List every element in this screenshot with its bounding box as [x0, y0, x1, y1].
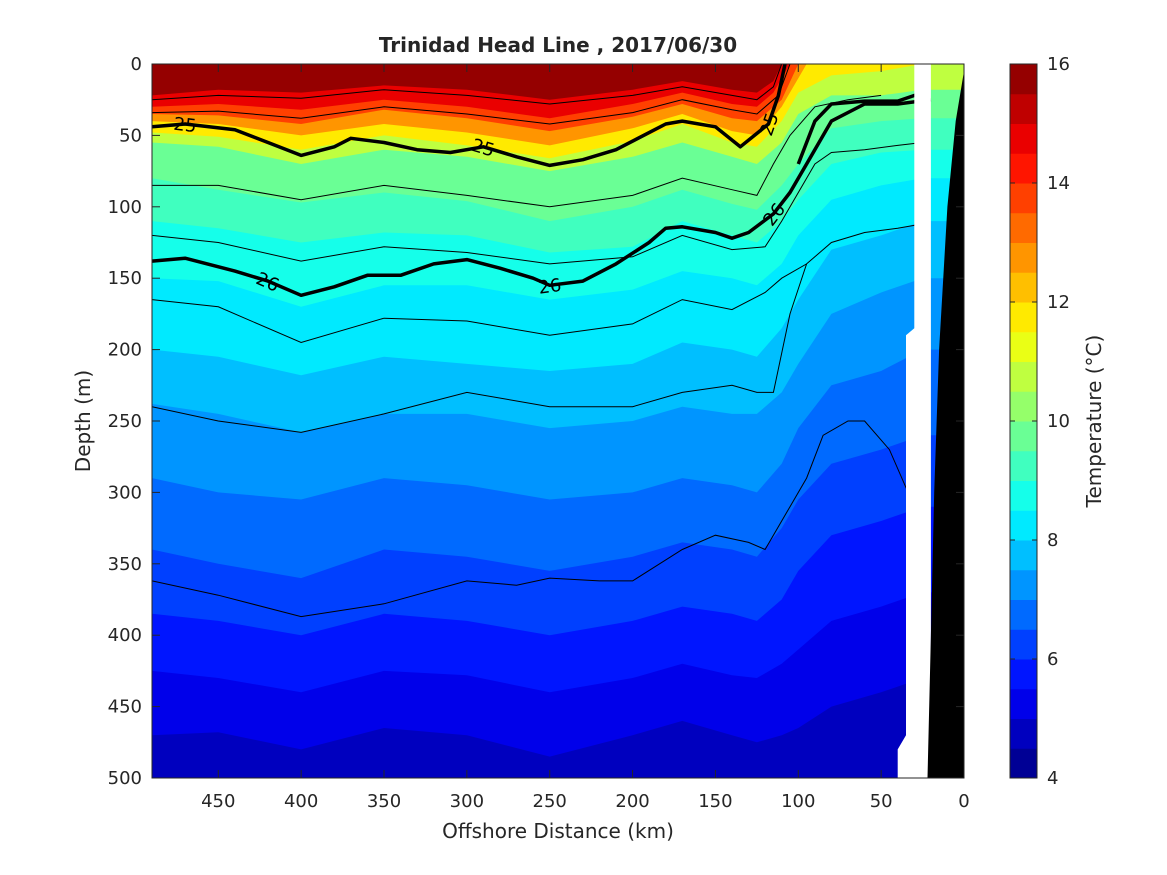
y-tick-label: 150: [108, 268, 142, 289]
x-tick-label: 100: [781, 791, 815, 812]
y-tick-label: 250: [108, 411, 142, 432]
x-tick-label: 350: [367, 791, 401, 812]
labeled-contour-line: [796, 90, 924, 165]
x-tick-label: 300: [450, 791, 484, 812]
colorbar-band: [1010, 510, 1037, 541]
white-gap: [897, 64, 931, 778]
colorbar-band: [1010, 569, 1037, 600]
x-tick-label: 200: [615, 791, 649, 812]
y-tick-label: 0: [131, 54, 142, 75]
colorbar-ticks: 4 6 8 10 12 14 16: [1010, 54, 1070, 789]
colorbar-tick-label: 8: [1047, 530, 1058, 551]
colorbar-band: [1010, 93, 1037, 124]
y-tick-label: 450: [108, 697, 142, 718]
x-tick-label: 50: [870, 791, 893, 812]
colorbar-band: [1010, 331, 1037, 362]
x-tick-label: 0: [958, 791, 969, 812]
x-tick-label: 250: [533, 791, 567, 812]
colorbar-band: [1010, 123, 1037, 154]
y-tick-label: 500: [108, 768, 142, 789]
colorbar-tick-label: 10: [1047, 411, 1070, 432]
colorbar-label: Temperature (°C): [1082, 335, 1106, 509]
thin-contour-line: [152, 94, 882, 208]
contour-label: 26: [537, 275, 562, 299]
thin-contour-line: [152, 64, 791, 125]
x-axis-ticks: 450 400 350 300 250 200 150 100 50 0: [201, 64, 970, 812]
colorbar-tick-label: 16: [1047, 54, 1070, 75]
x-tick-label: 150: [698, 791, 732, 812]
x-tick-label: 450: [201, 791, 235, 812]
y-tick-label: 50: [119, 125, 142, 146]
x-tick-label: 400: [284, 791, 318, 812]
thin-contour-line: [152, 64, 783, 105]
temperature-band: [152, 592, 964, 778]
temperature-band: [152, 678, 964, 778]
y-tick-label: 100: [108, 197, 142, 218]
temperature-fills: [152, 64, 964, 778]
colorbar-band: [1010, 421, 1037, 452]
colorbar-band: [1010, 688, 1037, 719]
y-tick-label: 300: [108, 482, 142, 503]
colorbar-band: [1010, 629, 1037, 660]
chart-title: Trinidad Head Line , 2017/06/30: [379, 33, 737, 57]
y-axis-ticks: 0 50 100 150 200 250 300 350 400 450 500: [108, 54, 964, 789]
colorbar-band: [1010, 272, 1037, 303]
seafloor-land: [927, 71, 964, 778]
colorbar-band: [1010, 480, 1037, 511]
thin-contour-line: [152, 223, 923, 344]
colorbar-band: [1010, 450, 1037, 481]
colorbar-band: [1010, 391, 1037, 422]
colorbar: [1009, 63, 1038, 779]
y-tick-label: 400: [108, 625, 142, 646]
colorbar-band: [1010, 153, 1037, 184]
colorbar-tick-label: 6: [1047, 649, 1058, 670]
contour-label: 25: [172, 114, 197, 137]
colorbar-band: [1010, 361, 1037, 392]
colorbar-band: [1010, 64, 1037, 95]
y-tick-label: 350: [108, 554, 142, 575]
colorbar-band: [1010, 242, 1037, 273]
thin-contour-line: [152, 263, 808, 433]
colorbar-tick-label: 12: [1047, 292, 1070, 313]
labeled-contour-line: [152, 97, 932, 298]
colorbar-band: [1010, 302, 1037, 333]
labeled-contour-line: [152, 64, 787, 168]
colorbar-band: [1010, 183, 1037, 214]
x-axis-label: Offshore Distance (km): [442, 819, 674, 843]
colorbar-band: [1010, 718, 1037, 749]
colorbar-band: [1010, 659, 1037, 690]
bottom-land: [897, 64, 964, 778]
colorbar-tick-label: 4: [1047, 768, 1058, 789]
colorbar-band: [1010, 748, 1037, 779]
colorbar-tick-label: 14: [1047, 173, 1070, 194]
colorbar-band: [1010, 599, 1037, 630]
y-axis-label: Depth (m): [71, 370, 95, 472]
thin-contour-line: [152, 142, 923, 265]
thin-contour-line: [152, 420, 915, 618]
colorbar-band: [1010, 540, 1037, 571]
colorbar-band: [1010, 212, 1037, 243]
y-tick-label: 200: [108, 340, 142, 361]
